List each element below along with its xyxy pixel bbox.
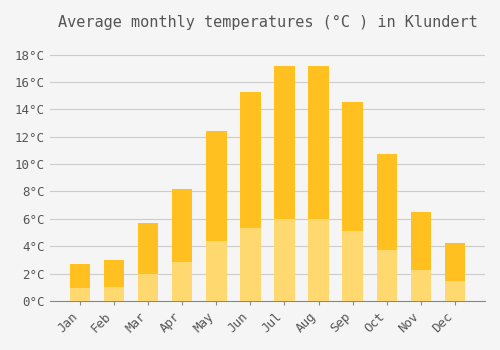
- Bar: [172, 261, 193, 301]
- Title: Average monthly temperatures (°C ) in Klundert: Average monthly temperatures (°C ) in Kl…: [58, 15, 478, 30]
- Bar: [445, 281, 465, 301]
- Bar: [376, 154, 397, 301]
- Bar: [206, 131, 227, 301]
- Bar: [410, 270, 431, 301]
- Bar: [206, 241, 227, 301]
- Bar: [308, 218, 329, 301]
- Bar: [240, 92, 260, 301]
- Bar: [410, 212, 431, 301]
- Bar: [138, 274, 158, 301]
- Bar: [342, 231, 363, 301]
- Bar: [445, 243, 465, 301]
- Bar: [274, 218, 294, 301]
- Bar: [104, 287, 124, 301]
- Bar: [70, 264, 90, 301]
- Bar: [308, 65, 329, 301]
- Bar: [274, 65, 294, 301]
- Bar: [172, 189, 193, 301]
- Bar: [240, 228, 260, 301]
- Bar: [70, 288, 90, 301]
- Bar: [376, 250, 397, 301]
- Bar: [342, 103, 363, 301]
- Bar: [138, 223, 158, 301]
- Bar: [104, 260, 124, 301]
